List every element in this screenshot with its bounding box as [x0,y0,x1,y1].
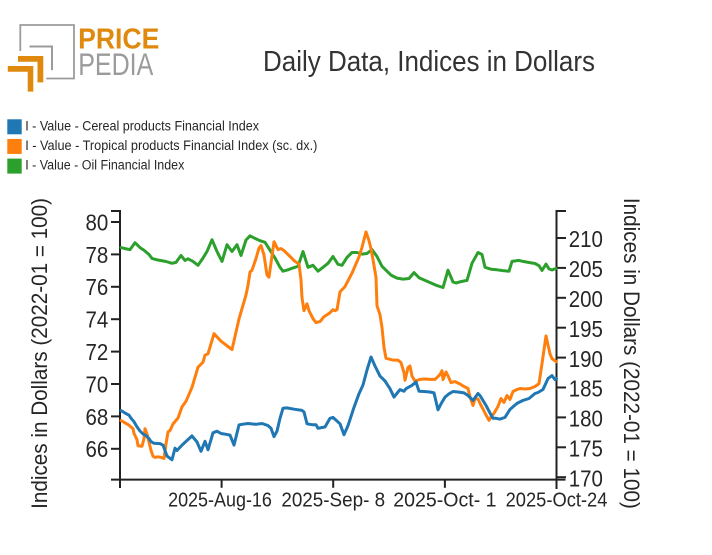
svg-text:185: 185 [569,376,603,402]
svg-text:70: 70 [86,371,109,397]
svg-text:PRICE: PRICE [78,23,159,55]
svg-text:210: 210 [569,226,603,252]
svg-text:Indices in Dollars (2022-01 =: Indices in Dollars (2022-01 = 100) [619,198,644,509]
svg-text:I - Value - Oil Financial Inde: I - Value - Oil Financial Index [25,157,185,173]
svg-text:68: 68 [86,404,109,430]
svg-text:205: 205 [569,256,603,282]
svg-text:190: 190 [569,346,603,372]
svg-text:76: 76 [86,274,109,300]
svg-text:78: 78 [86,242,109,268]
svg-text:80: 80 [86,209,109,235]
svg-text:74: 74 [86,306,109,332]
svg-text:PEDIA: PEDIA [78,47,153,82]
svg-text:2025-Oct- 1: 2025-Oct- 1 [393,489,496,512]
svg-text:2025-Oct-24: 2025-Oct-24 [506,489,608,512]
svg-text:175: 175 [569,435,603,461]
svg-text:I - Value - Cereal products Fi: I - Value - Cereal products Financial In… [25,118,259,134]
svg-text:72: 72 [86,339,109,365]
svg-text:200: 200 [569,286,603,312]
svg-text:170: 170 [569,465,603,491]
svg-text:66: 66 [86,436,109,462]
svg-text:Daily Data, Indices in Dollars: Daily Data, Indices in Dollars [263,45,595,78]
svg-text:I - Value - Tropical products: I - Value - Tropical products Financial … [25,137,317,153]
svg-text:2025-Sep- 8: 2025-Sep- 8 [281,489,385,512]
svg-text:Indices in Dollars (2022-01 =: Indices in Dollars (2022-01 = 100) [27,198,52,509]
svg-text:180: 180 [569,405,603,431]
svg-text:195: 195 [569,316,603,342]
svg-text:2025-Aug-16: 2025-Aug-16 [168,490,272,512]
